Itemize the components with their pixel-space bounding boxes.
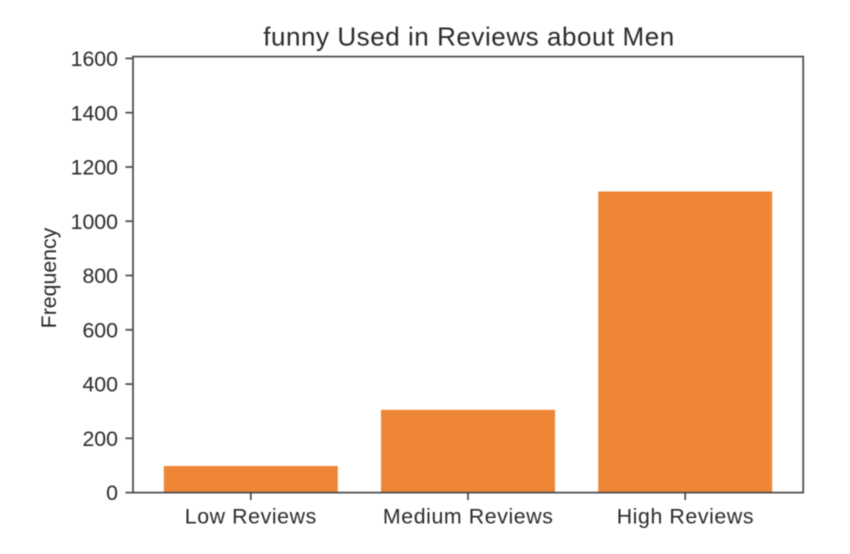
svg-text:1600: 1600: [71, 47, 119, 71]
svg-text:800: 800: [82, 264, 118, 288]
svg-text:200: 200: [82, 427, 118, 451]
svg-text:400: 400: [82, 373, 118, 397]
svg-text:600: 600: [82, 318, 118, 342]
svg-text:Frequency: Frequency: [37, 227, 61, 328]
svg-text:1200: 1200: [71, 156, 119, 180]
svg-text:Low Reviews: Low Reviews: [185, 505, 317, 529]
svg-text:1400: 1400: [71, 101, 119, 125]
svg-text:1000: 1000: [71, 210, 119, 234]
svg-text:0: 0: [106, 481, 118, 505]
svg-text:High Reviews: High Reviews: [617, 505, 754, 529]
svg-text:Medium Reviews: Medium Reviews: [383, 505, 554, 529]
svg-text:funny Used in Reviews about Me: funny Used in Reviews about Men: [263, 21, 675, 51]
